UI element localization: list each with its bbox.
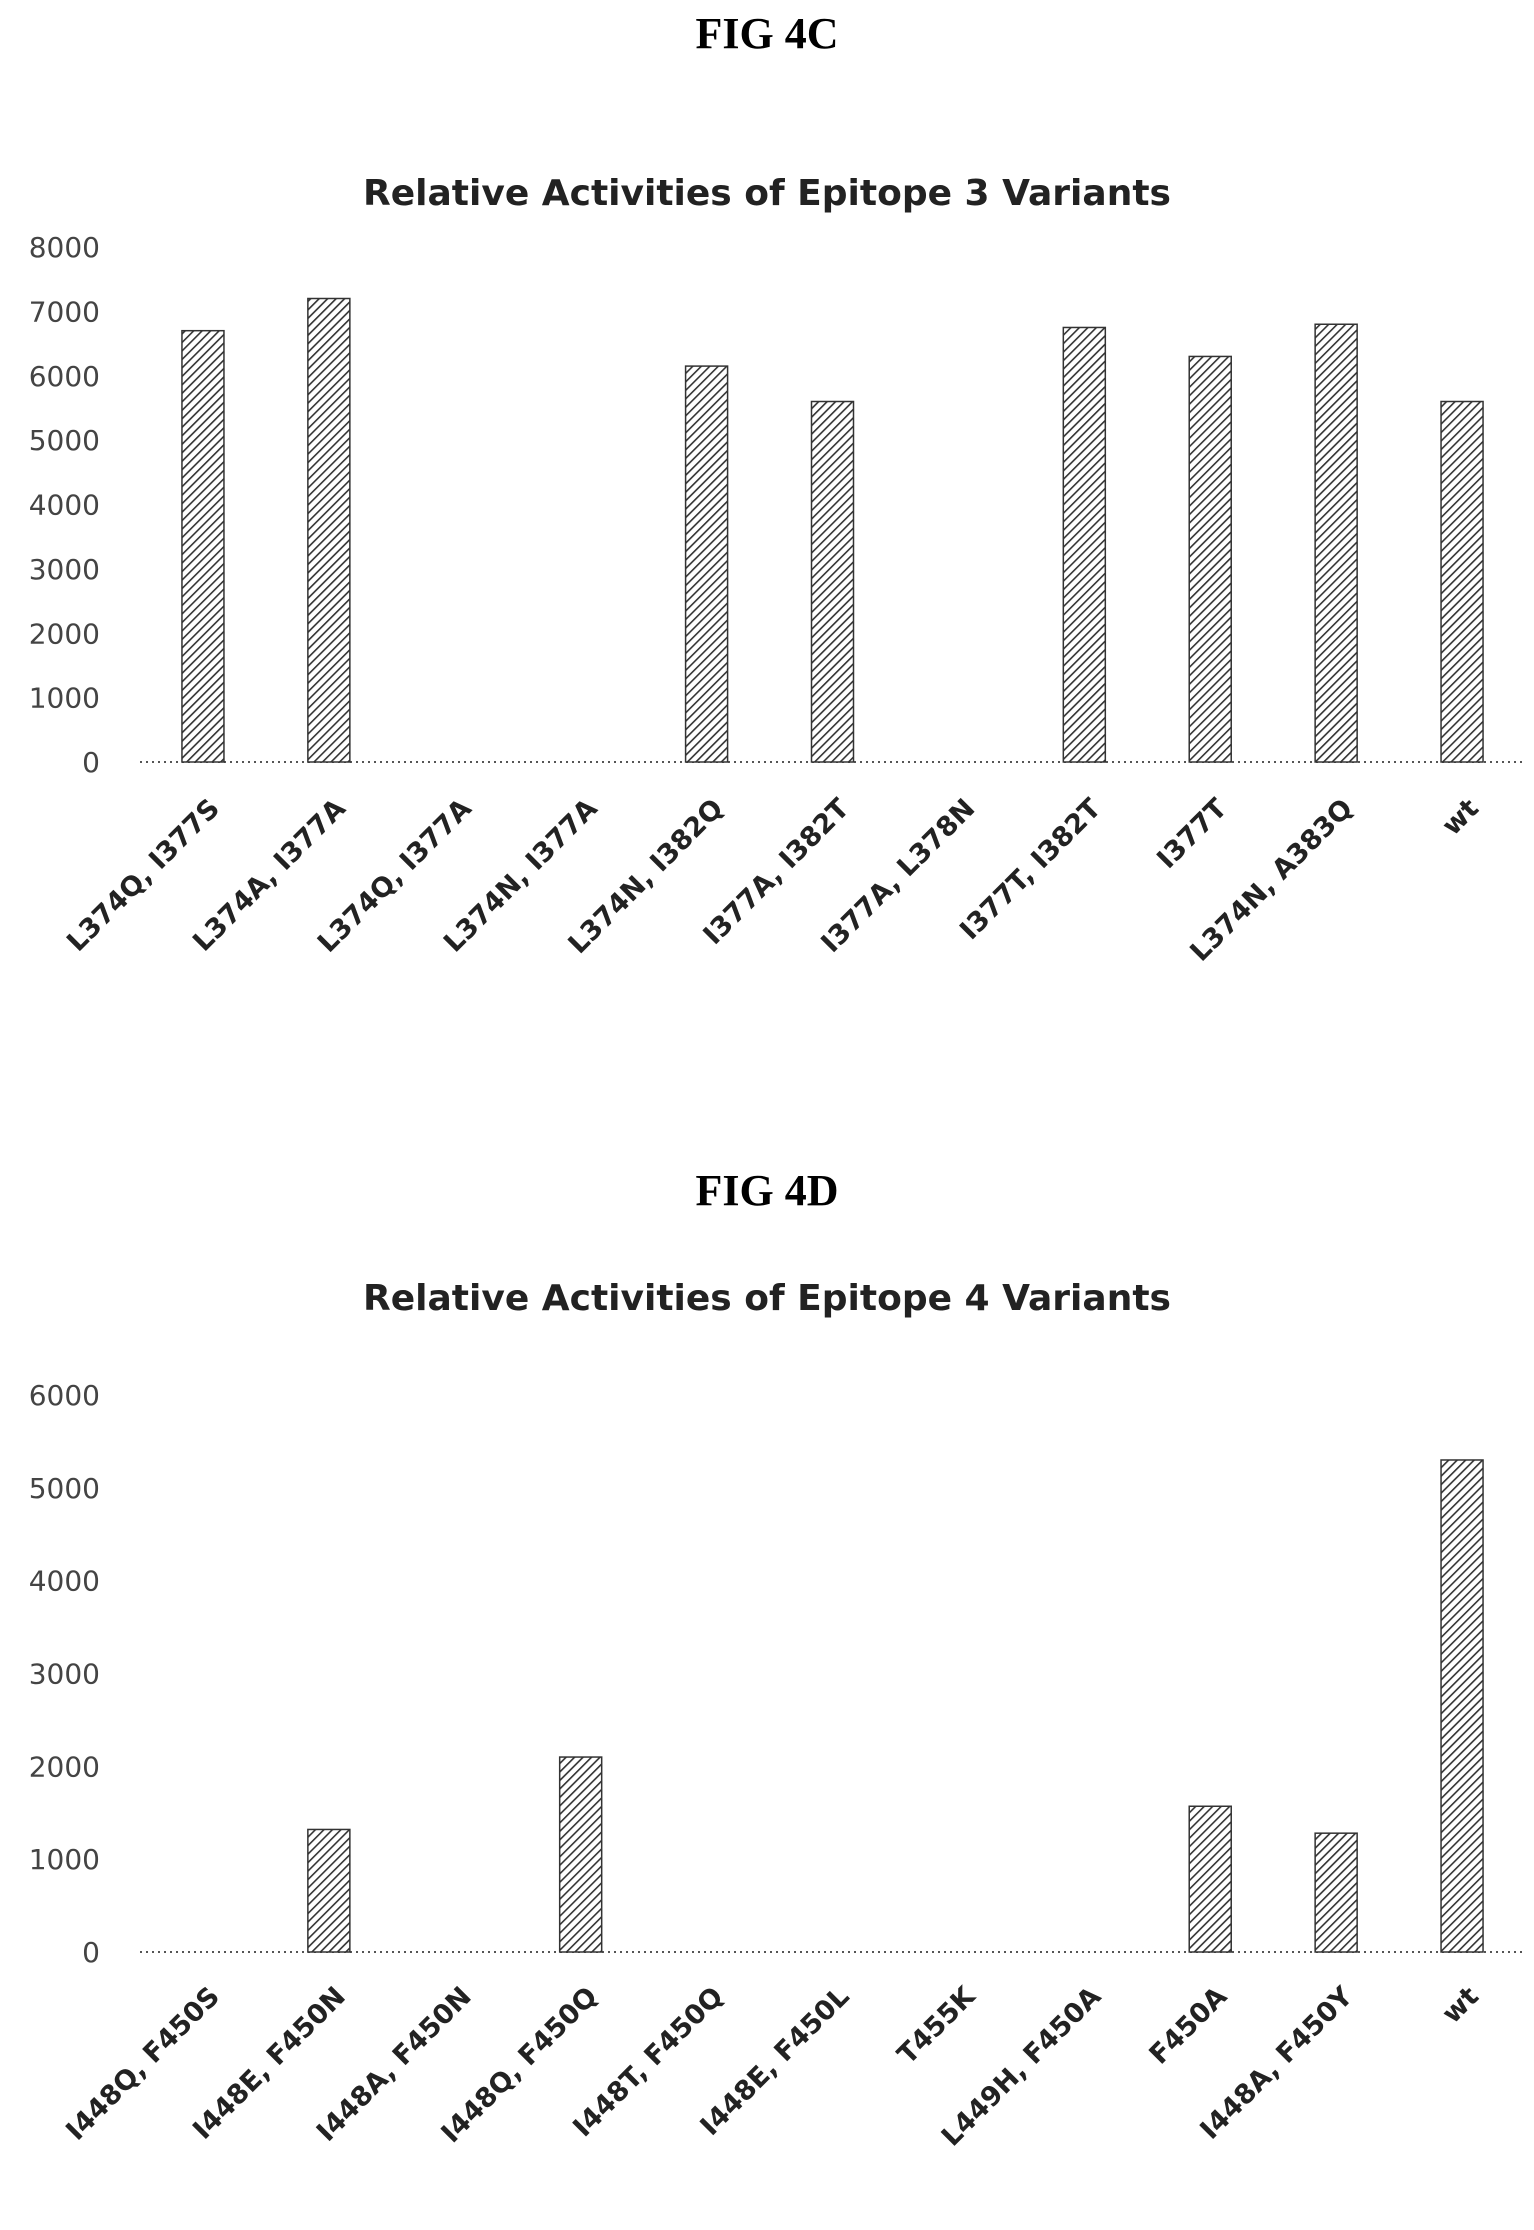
bar-10 xyxy=(1440,400,1484,763)
y-tick-label: 4000 xyxy=(29,489,100,522)
y-tick-label: 0 xyxy=(82,1936,100,1969)
x-category-label: wt xyxy=(1436,1981,1485,2030)
y-tick-label: 4000 xyxy=(29,1565,100,1598)
x-category-label: I377T xyxy=(1151,793,1233,875)
bar-7 xyxy=(1062,326,1107,763)
bar-1 xyxy=(307,297,351,763)
chart-epitope-3: Relative Activities of Epitope 3 Variant… xyxy=(29,173,1525,968)
bar-9 xyxy=(1314,323,1358,763)
chart-title: Relative Activities of Epitope 3 Variant… xyxy=(363,173,1171,214)
y-tick-label: 5000 xyxy=(29,1472,100,1505)
bar-1 xyxy=(307,1828,351,1953)
y-tick-label: 1000 xyxy=(29,682,100,715)
figure-label-4c: FIG 4C xyxy=(695,9,839,58)
x-category-label: F450A xyxy=(1144,1981,1234,2071)
y-tick-label: 2000 xyxy=(29,617,100,650)
y-tick-label: 8000 xyxy=(29,231,100,264)
chart-title: Relative Activities of Epitope 4 Variant… xyxy=(363,1278,1171,1319)
bar-3 xyxy=(558,1756,603,1953)
y-tick-label: 7000 xyxy=(29,295,100,328)
bar-8 xyxy=(1188,355,1232,763)
y-tick-label: 2000 xyxy=(29,1750,100,1783)
y-tick-label: 6000 xyxy=(29,1379,100,1412)
y-tick-label: 1000 xyxy=(29,1843,100,1876)
x-category-label: wt xyxy=(1436,793,1485,842)
x-category-label: T455K xyxy=(892,1980,982,2070)
chart-epitope-4: Relative Activities of Epitope 4 Variant… xyxy=(29,1278,1525,2153)
figure-label-4d: FIG 4D xyxy=(695,1166,839,1215)
bar-4 xyxy=(684,365,729,763)
y-tick-label: 5000 xyxy=(29,424,100,457)
bar-9 xyxy=(1314,1832,1358,1953)
bar-10 xyxy=(1440,1459,1484,1953)
bar-5 xyxy=(810,400,855,763)
y-tick-label: 3000 xyxy=(29,553,100,586)
bar-0 xyxy=(181,329,225,763)
y-tick-label: 0 xyxy=(82,746,100,779)
bar-8 xyxy=(1188,1805,1232,1953)
y-tick-label: 6000 xyxy=(29,360,100,393)
y-tick-label: 3000 xyxy=(29,1658,100,1691)
